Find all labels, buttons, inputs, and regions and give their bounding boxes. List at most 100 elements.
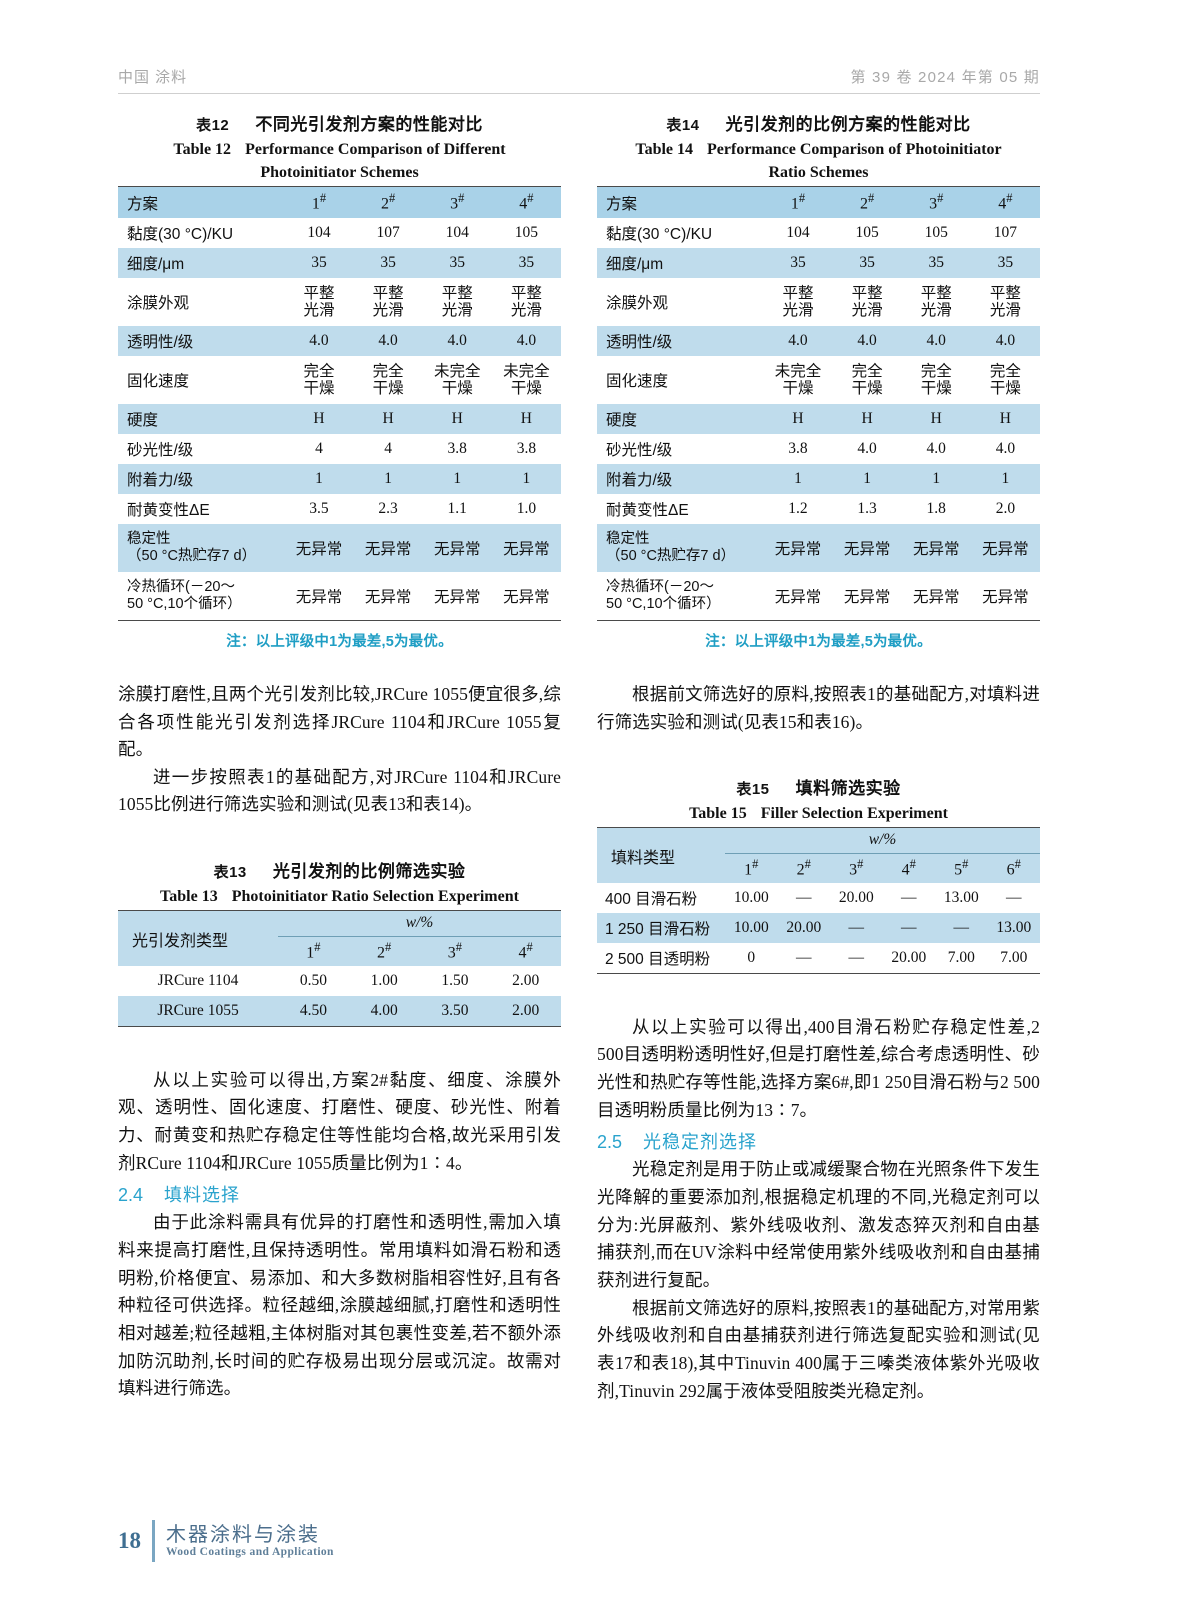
left-column: 表12 不同光引发剂方案的性能对比 Table 12 Performance C…	[118, 112, 561, 1403]
table14-note: 注：以上评级中1为最差,5为最优。	[705, 633, 932, 650]
table-cell: 35	[422, 248, 492, 279]
subheader-cell: 4#	[882, 853, 935, 884]
table-cell: —	[882, 913, 935, 944]
table-subheader-row: 1# 2# 3# 4# 5# 6#	[597, 853, 1040, 884]
table-cell: 4.0	[284, 326, 354, 357]
table-row: 附着力/级 1 1 1 1	[597, 464, 1040, 495]
table-cell: 13.00	[943, 889, 979, 907]
header-cell: 1#	[763, 186, 833, 219]
table-cell: 无异常	[503, 589, 550, 607]
table-cell: 1	[284, 464, 354, 495]
table-cell: —	[901, 889, 917, 907]
footer-divider-bar	[152, 1520, 155, 1562]
table-cell: 35	[901, 248, 971, 279]
header-cell: 方案	[118, 186, 285, 219]
row-label: 黏度(30 °C)/KU	[127, 226, 234, 244]
running-head: 中国 涂料 第 39 卷 2024 年第 05 期	[118, 66, 1040, 87]
table12-caption: 表12 不同光引发剂方案的性能对比 Table 12 Performance C…	[118, 112, 561, 184]
table-cell: 未完全 干燥	[774, 363, 822, 398]
table-cell: 4.0	[832, 326, 902, 357]
row-label: 冷热循环(－20～ 50 °C,10个循环）	[127, 578, 242, 613]
table15-caption: 表15 填料筛选实验 Table 15 Filler Selection Exp…	[597, 776, 1040, 825]
footer-section-en: Wood Coatings and Application	[166, 1545, 334, 1558]
table-header-row: 光引发剂类型 w/%	[118, 910, 561, 967]
table-cell: 4.0	[901, 326, 971, 357]
table-cell: —	[848, 949, 865, 967]
header-cell: 3#	[901, 186, 971, 219]
table-cell: 平整 光滑	[920, 285, 952, 320]
table-cell: 完全 干燥	[372, 363, 404, 398]
left-para-2: 进一步按照表1的基础配方,对JRCure 1104和JRCure 1055比例进…	[118, 766, 561, 815]
table-cell: 平整 光滑	[851, 285, 883, 320]
table-cell: 105	[514, 224, 539, 242]
table-row: 1 250 目滑石粉 10.00 20.00— — —13.00	[597, 913, 1040, 944]
table-row: JRCure 1055 4.50 4.00 3.50 2.00	[118, 996, 561, 1027]
table-cell: 4.0	[491, 326, 561, 357]
table13-caption-en-label: Table 13	[160, 887, 218, 905]
table-cell: H	[284, 404, 354, 435]
row-name: 2 500 目透明粉	[605, 951, 711, 969]
left-para-4: 由于此涂料需具有优异的打磨性和透明性,需加入填料来提高打磨性,且保持透明性。常用…	[118, 1212, 561, 1399]
footer-section-cn: 木器涂料与涂装	[166, 1523, 320, 1546]
journal-name: 中国 涂料	[118, 69, 188, 86]
table-cell: 2.0	[995, 500, 1016, 518]
table12-note: 注：以上评级中1为最差,5为最优。	[226, 633, 453, 650]
table-cell: 35	[353, 248, 423, 279]
table-cell: 无异常	[433, 589, 481, 607]
table-row: 细度/μm 35 35 35 35	[118, 248, 561, 279]
table-row: 耐黄变性ΔE 3.5 2.3 1.1 1.0	[118, 494, 561, 524]
table-row: 细度/μm 35 35 35 35	[597, 248, 1040, 279]
table-cell: 7.00	[1000, 949, 1028, 967]
table-row: 冷热循环(－20～ 50 °C,10个循环） 无异常 无异常 无异常 无异常	[597, 572, 1040, 620]
section-2-5-title: 光稳定剂选择	[643, 1132, 758, 1153]
table-row: 附着力/级 1 1 1 1	[118, 464, 561, 495]
table15-caption-en-label: Table 15	[689, 804, 747, 822]
row-label: 稳定性 （50 °C热贮存7 d）	[118, 524, 285, 573]
rowname-header: 填料类型	[597, 827, 725, 884]
table13-body: 光引发剂类型 w/% 1# 2# 3# 4# JRCure 1104 0.50 1.00 1.50…	[118, 910, 561, 1027]
table-cell: 4.0	[353, 326, 423, 357]
row-label: 涂膜外观	[606, 295, 669, 313]
table13-caption-cn-text: 光引发剂的比例筛选实验	[272, 862, 466, 882]
table-cell: 1	[832, 464, 902, 495]
group-header: w/%	[278, 910, 561, 937]
table-cell: —	[935, 913, 988, 944]
table-cell: 无异常	[843, 589, 891, 607]
table-row: 黏度(30 °C)/KU 104 107 104 105	[118, 218, 561, 248]
table-cell: H	[422, 404, 492, 435]
row-label: 砂光性/级	[127, 442, 194, 460]
table-cell: 35	[970, 248, 1040, 279]
table-cell: 1.1	[447, 500, 467, 518]
table-cell: 0.50	[299, 972, 327, 990]
table-cell: 无异常	[422, 524, 492, 573]
table-cell: 1.50	[441, 972, 469, 990]
table-cell: H	[763, 404, 833, 435]
table-cell: 1	[901, 464, 971, 495]
subheader-cell: 2#	[348, 936, 420, 967]
table-cell: 无异常	[982, 589, 1029, 607]
table-cell: 1	[353, 464, 423, 495]
table-cell: 105	[855, 224, 879, 242]
table-row: 稳定性 （50 °C热贮存7 d） 无异常 无异常 无异常 无异常	[597, 524, 1040, 573]
table13-caption: 表13 光引发剂的比例筛选实验 Table 13 Photoinitiator …	[118, 859, 561, 908]
table-cell: 4.0	[970, 326, 1040, 357]
table-row: 硬度 H H H H	[597, 404, 1040, 435]
section-heading-2-4: 2.4 填料选择	[118, 1181, 561, 1207]
page-footer: 18 木器涂料与涂装 Wood Coatings and Application	[118, 1520, 334, 1562]
table-row: 涂膜外观 平整 光滑 平整 光滑 平整 光滑 平整 光滑	[118, 278, 561, 326]
table14-caption-cn-text: 光引发剂的比例方案的性能对比	[725, 115, 971, 134]
subheader-cell: 5#	[935, 853, 988, 884]
table15-caption-en-line1: Filler Selection Experiment	[760, 804, 948, 822]
table-cell: 4.0	[857, 440, 877, 458]
row-label: 透明性/级	[597, 326, 764, 357]
table-cell: 4	[315, 440, 323, 458]
table-row: 冷热循环(－20～ 50 °C,10个循环） 无异常 无异常 无异常 无异常	[118, 572, 561, 620]
table-cell: 3.8	[516, 440, 537, 458]
right-para-1: 根据前文筛选好的原料,按照表1的基础配方,对填料进行筛选实验和测试(见表15和表…	[597, 683, 1040, 732]
table-cell: 平整 光滑	[782, 285, 814, 320]
row-name: JRCure 1055	[118, 996, 278, 1027]
table15-caption-cn-text: 填料筛选实验	[795, 779, 901, 799]
row-label: 耐黄变性ΔE	[606, 502, 689, 520]
table-cell: H	[901, 404, 971, 435]
row-name: 1 250 目滑石粉	[597, 913, 725, 944]
